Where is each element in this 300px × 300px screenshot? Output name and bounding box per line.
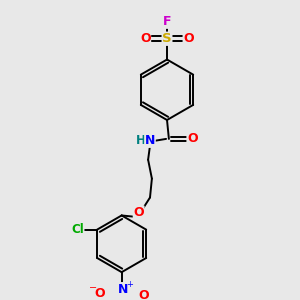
Text: S: S (162, 32, 172, 45)
Text: O: O (133, 206, 144, 219)
Text: O: O (94, 287, 105, 300)
Text: F: F (163, 15, 171, 28)
Text: N: N (118, 283, 129, 296)
Text: N: N (145, 134, 155, 147)
Text: H: H (136, 134, 146, 147)
Text: O: O (183, 32, 194, 45)
Text: +: + (126, 280, 133, 289)
Text: O: O (187, 132, 198, 146)
Text: O: O (140, 32, 151, 45)
Text: O: O (138, 289, 149, 300)
Text: −: − (89, 283, 98, 293)
Text: Cl: Cl (71, 223, 84, 236)
